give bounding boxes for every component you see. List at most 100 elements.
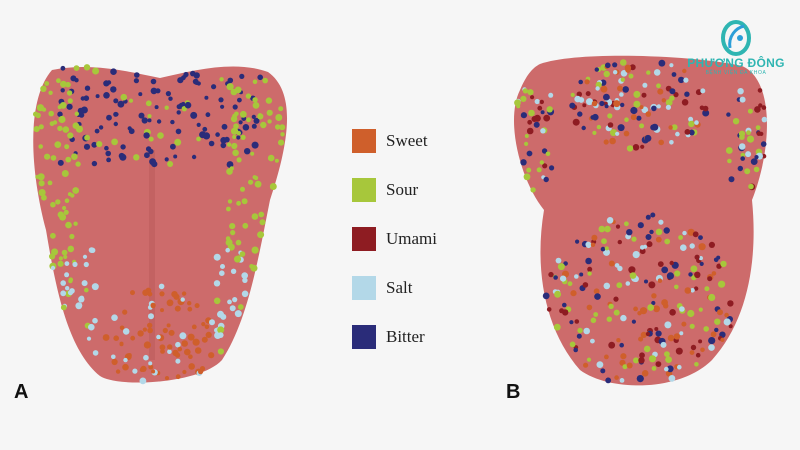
receptor-dot-sour [740, 152, 746, 158]
receptor-dot-bitter [661, 266, 669, 274]
receptor-dot-sour [235, 239, 242, 246]
receptor-dot-bitter [612, 62, 618, 68]
receptor-dot-salt [677, 364, 682, 370]
receptor-dot-bitter [645, 234, 652, 240]
receptor-dot-sour [253, 175, 259, 181]
receptor-dot-sour [50, 232, 56, 239]
receptor-dot-sour [674, 270, 681, 277]
receptor-dot-salt [694, 120, 699, 125]
receptor-dot-bitter [626, 229, 633, 236]
receptor-dot-salt [92, 317, 98, 324]
receptor-dot-sour [147, 114, 152, 119]
receptor-dot-bitter [577, 111, 583, 117]
receptor-dot-bitter [106, 114, 112, 121]
legend-label-salt: Salt [386, 277, 413, 297]
receptor-dot-sour [84, 134, 90, 141]
receptor-dot-bitter [542, 292, 550, 300]
receptor-dot-sweet [717, 309, 723, 316]
receptor-dot-sour [230, 230, 236, 236]
receptor-dot-sweet [188, 363, 195, 370]
receptor-dot-sour [63, 209, 69, 215]
receptor-dot-salt [220, 264, 225, 269]
receptor-dot-sweet [620, 353, 627, 360]
receptor-dot-salt [640, 245, 645, 250]
receptor-dot-sweet [624, 64, 632, 72]
receptor-dot-sour [47, 180, 53, 186]
receptor-dot-sweet [614, 375, 619, 380]
receptor-dot-umami [690, 344, 697, 351]
receptor-dot-bitter [585, 257, 592, 265]
receptor-dot-sour [278, 106, 284, 112]
receptor-dot-bitter [575, 239, 580, 244]
receptor-dot-sour [148, 136, 154, 142]
receptor-dot-salt [76, 302, 83, 309]
legend-swatch-sweet [352, 128, 376, 153]
receptor-dot-bitter [181, 75, 186, 81]
receptor-dot-sweet [619, 359, 626, 366]
legend-item-sour: Sour [352, 165, 437, 214]
receptor-dot-sour [604, 225, 611, 233]
receptor-dot-sour [120, 93, 128, 101]
receptor-dot-sour [577, 327, 583, 334]
receptor-dot-sour [64, 144, 70, 150]
receptor-dot-bitter [190, 111, 198, 119]
receptor-dot-sour [608, 303, 614, 309]
receptor-dot-sour [69, 233, 75, 240]
receptor-dot-sour [744, 168, 751, 175]
receptor-dot-sweet [616, 338, 621, 343]
receptor-dot-umami [615, 224, 621, 229]
receptor-dot-sour [65, 221, 72, 229]
receptor-dot-bitter [644, 279, 648, 284]
receptor-dot-bitter [605, 377, 612, 384]
receptor-dot-sour [665, 99, 673, 106]
receptor-dot-sour [252, 79, 258, 85]
receptor-dot-bitter [147, 118, 152, 123]
receptor-dot-sour [528, 109, 535, 117]
receptor-dot-sour [260, 121, 267, 129]
receptor-dot-sour [35, 174, 40, 179]
receptor-dot-sour [219, 77, 224, 82]
receptor-dot-sour [145, 100, 152, 107]
receptor-dot-salt [92, 350, 99, 356]
receptor-dot-bitter [669, 88, 676, 95]
receptor-dot-salt [664, 321, 672, 329]
receptor-dot-sweet [645, 111, 652, 117]
receptor-dot-bitter [698, 235, 703, 241]
receptor-dot-sour [753, 166, 760, 173]
receptor-dot-bitter [165, 91, 171, 97]
receptor-dot-salt [209, 319, 215, 326]
receptor-dot-umami [617, 239, 622, 245]
receptor-dot-sour [280, 132, 285, 137]
receptor-dot-sour [246, 117, 251, 123]
receptor-dot-bitter [750, 158, 758, 166]
receptor-dot-sour [73, 65, 80, 71]
receptor-dot-umami [648, 281, 656, 289]
receptor-dot-umami [582, 103, 587, 108]
receptor-dot-sweet [175, 374, 181, 380]
tongue-a [33, 64, 288, 385]
receptor-dot-bitter [605, 62, 611, 69]
receptor-dot-umami [655, 361, 662, 367]
receptor-dot-bitter [684, 91, 690, 97]
receptor-dot-salt [595, 86, 600, 91]
receptor-dot-sour [587, 271, 592, 276]
receptor-dot-sweet [604, 354, 609, 360]
receptor-dot-sour [251, 246, 259, 254]
receptor-dot-sour [526, 167, 532, 173]
receptor-dot-sour [259, 219, 266, 226]
receptor-dot-bitter [239, 73, 245, 79]
receptor-dot-salt [660, 341, 667, 348]
receptor-dot-sour [250, 151, 255, 156]
receptor-dot-sour [62, 205, 67, 211]
receptor-dot-sour [567, 281, 573, 287]
receptor-dot-salt [555, 257, 562, 264]
receptor-dot-bitter [150, 87, 158, 95]
receptor-dot-bitter [202, 132, 211, 140]
receptor-dot-sour [229, 223, 236, 230]
receptor-dot-salt [665, 104, 672, 110]
receptor-dot-sweet [191, 324, 197, 330]
receptor-dot-sour [240, 134, 246, 140]
receptor-dot-umami [669, 309, 676, 316]
receptor-dot-bitter [184, 101, 192, 109]
receptor-dot-sour [269, 183, 277, 190]
